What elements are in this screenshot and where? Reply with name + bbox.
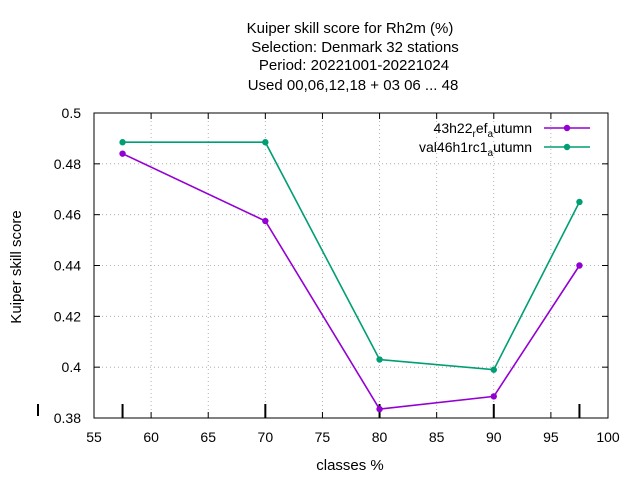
x-tick-label: 60 <box>143 429 159 445</box>
x-axis-label: classes % <box>316 457 384 474</box>
legend-marker <box>563 124 571 132</box>
data-point <box>576 198 583 206</box>
title-line-3: Period: 20221001-20221024 <box>259 57 449 74</box>
series-line <box>122 152 581 410</box>
y-tick-label: 0.5 <box>62 105 82 121</box>
x-tick-label: 95 <box>543 429 559 445</box>
x-tick-label: 75 <box>315 429 331 445</box>
y-tick-label: 0.42 <box>54 308 81 324</box>
data-point <box>490 366 497 373</box>
plot-frame <box>93 112 609 419</box>
data-point <box>119 139 126 146</box>
data-point <box>262 139 269 146</box>
y-tick-label: 0.44 <box>54 258 81 274</box>
y-tick-label: 0.4 <box>62 359 82 375</box>
data-point <box>262 217 269 225</box>
title-line-1: Kuiper skill score for Rh2m (%) <box>247 20 454 37</box>
series-layer <box>119 139 583 413</box>
title-line-2: Selection: Denmark 32 stations <box>251 39 459 56</box>
data-point <box>490 393 497 400</box>
grid <box>94 113 608 418</box>
y-axis-label: Kuiper skill score <box>8 210 25 323</box>
data-point <box>376 405 383 413</box>
x-tick-label: 90 <box>486 429 502 445</box>
legend-marker <box>563 143 571 151</box>
title-line-4: Used 00,06,12,18 + 03 06 ... 48 <box>248 77 459 94</box>
y-tick-label: 0.46 <box>54 207 81 223</box>
legend-label: 43h22refautumn <box>434 120 532 140</box>
x-tick-label: 85 <box>429 429 445 445</box>
data-point <box>576 262 583 269</box>
y-tick-label: 0.48 <box>54 156 81 172</box>
x-tick-label: 80 <box>372 429 388 445</box>
x-tick-label: 70 <box>258 429 274 445</box>
chart-title: Kuiper skill score for Rh2m (%) Selectio… <box>247 20 459 94</box>
x-tick-label: 65 <box>200 429 216 445</box>
data-point <box>376 356 383 363</box>
x-tick-label: 100 <box>596 429 620 445</box>
data-point <box>119 150 126 157</box>
legend-label: val46h1rc1autumn <box>419 139 532 159</box>
axis-ticks: 55 60 65 70 75 80 85 90 95 100 0.38 0.4 0.42 0.44 0.46… <box>37 105 620 445</box>
y-tick-label: 0.38 <box>54 410 81 426</box>
series-line <box>122 141 581 371</box>
x-tick-label: 55 <box>86 429 102 445</box>
